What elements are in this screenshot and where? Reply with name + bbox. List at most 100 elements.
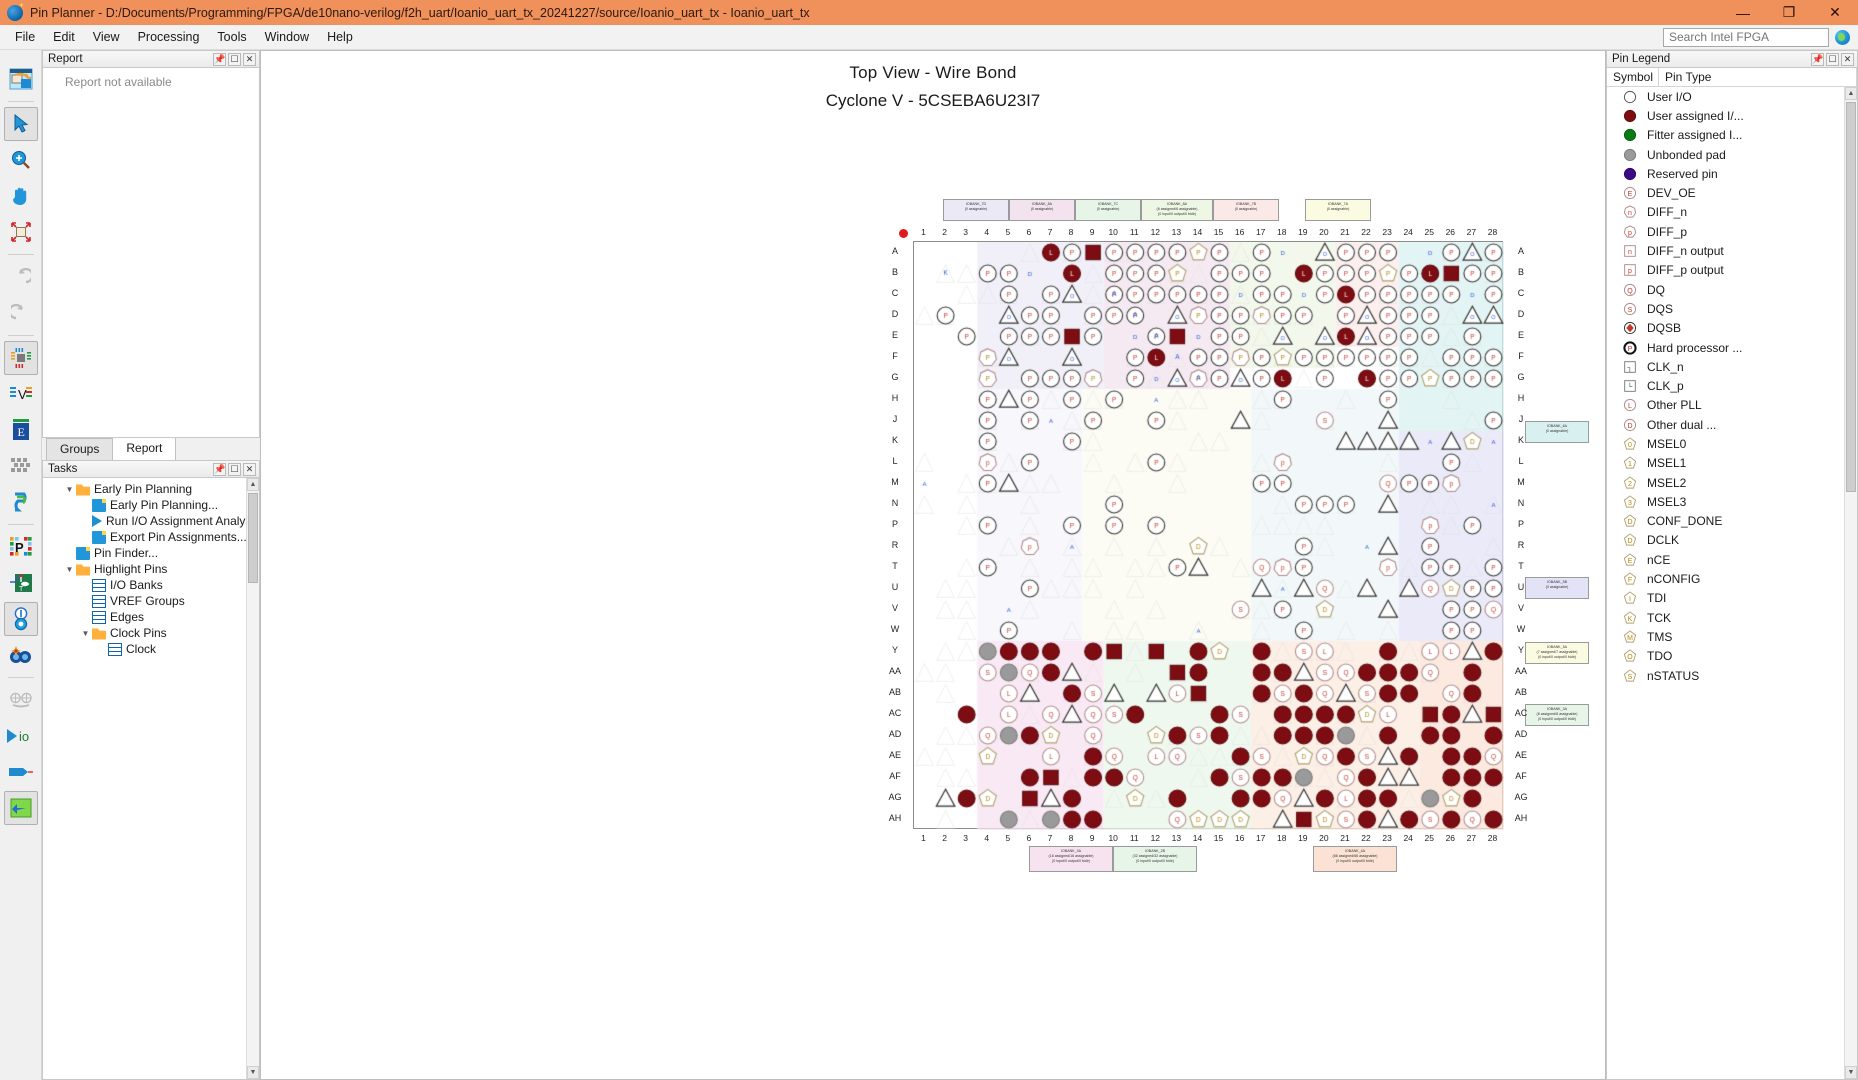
close-button[interactable]: ✕ <box>1829 4 1841 20</box>
legend-row[interactable]: n DIFF_n output <box>1607 241 1857 260</box>
tab-report[interactable]: Report <box>112 437 177 460</box>
maximize-button[interactable]: ❐ <box>1782 4 1796 20</box>
run-io-icon[interactable]: io <box>4 719 38 753</box>
programmer-icon[interactable]: P <box>4 530 38 564</box>
tag-icon[interactable] <box>4 755 38 789</box>
bank-label[interactable]: IOBANK_8A (6 assigned/6 assignable) (0 inp… <box>1141 199 1213 221</box>
find-icon[interactable] <box>4 638 38 672</box>
legend-row[interactable]: 1 MSEL1 <box>1607 454 1857 473</box>
export-icon[interactable] <box>3 791 38 825</box>
pin-grid-canvas[interactable] <box>914 242 1504 830</box>
bank-label[interactable]: IOBANK_3A (16 assigned/16 assignable) (0 i… <box>1029 846 1113 872</box>
io-toggle-icon[interactable] <box>3 602 38 636</box>
zoom-icon[interactable] <box>4 143 38 177</box>
legend-row[interactable]: Q DQ <box>1607 280 1857 299</box>
bank-label[interactable]: IOBANK_8A (0 assignable) <box>1009 199 1075 221</box>
bank-label[interactable]: IOBANK_3A (8 assigned/8 assignable) (0 inp… <box>1525 704 1589 726</box>
close-panel-icon[interactable]: ✕ <box>243 462 256 476</box>
chip-planner-icon[interactable] <box>3 341 38 375</box>
pin-panel-icon[interactable]: 📌 <box>213 52 226 66</box>
fit-in-window-icon[interactable] <box>4 215 38 249</box>
bank-label[interactable]: IOBANK_7D (0 assignable) <box>943 199 1009 221</box>
legend-scrollbar[interactable]: ▲ ▼ <box>1844 87 1857 1079</box>
legend-row[interactable]: Reserved pin <box>1607 164 1857 183</box>
bank-label[interactable]: IOBANK_7B (0 assignable) <box>1213 199 1279 221</box>
globe-icon[interactable] <box>1835 29 1850 45</box>
bank-label[interactable]: IOBANK_5A (7 assigned/7 assignable) (0 inp… <box>1525 642 1589 664</box>
twisty-icon[interactable]: ▼ <box>65 484 74 494</box>
task-item[interactable]: VREF Groups <box>43 593 259 609</box>
twisty-icon[interactable]: ▼ <box>81 628 90 638</box>
legend-row[interactable]: Unbonded pad <box>1607 145 1857 164</box>
legend-row[interactable]: 2 MSEL2 <box>1607 473 1857 492</box>
editor-icon[interactable]: E <box>4 413 38 447</box>
legend-row[interactable]: p DIFF_p output <box>1607 261 1857 280</box>
legend-row[interactable]: User assigned I/... <box>1607 106 1857 125</box>
select-arrow-icon[interactable] <box>3 107 38 141</box>
float-panel-icon[interactable]: ☐ <box>1826 52 1839 66</box>
task-item[interactable]: Export Pin Assignments... <box>43 529 259 545</box>
legend-row[interactable]: DQSB <box>1607 319 1857 338</box>
menu-tools[interactable]: Tools <box>217 30 247 44</box>
menu-processing[interactable]: Processing <box>137 30 200 44</box>
chip-canvas[interactable]: Top View - Wire Bond Cyclone V - 5CSEBA6… <box>260 50 1606 1080</box>
legend-row[interactable]: 3 MSEL3 <box>1607 492 1857 511</box>
bank-label[interactable]: IOBANK_4A (66 assigned/66 assignable) (0 i… <box>1313 846 1397 872</box>
task-item[interactable]: Pin Finder... <box>43 545 259 561</box>
legend-row[interactable]: I TDI <box>1607 589 1857 608</box>
tasks-scrollbar[interactable]: ▲ ▼ <box>246 478 259 1079</box>
pin-panel-icon[interactable]: 📌 <box>213 462 226 476</box>
legend-row[interactable]: E DEV_OE <box>1607 183 1857 202</box>
signal-tap-icon[interactable] <box>4 485 38 519</box>
pan-hand-icon[interactable] <box>4 179 38 213</box>
tab-groups[interactable]: Groups <box>46 438 114 460</box>
pin-panel-icon[interactable]: 📌 <box>1811 52 1824 66</box>
close-panel-icon[interactable]: ✕ <box>1841 52 1854 66</box>
scroll-down-icon[interactable]: ▼ <box>247 1066 259 1079</box>
legend-row[interactable]: P Hard processor ... <box>1607 338 1857 357</box>
search-input[interactable] <box>1663 27 1829 47</box>
close-panel-icon[interactable]: ✕ <box>243 52 256 66</box>
legend-row[interactable]: M TMS <box>1607 627 1857 646</box>
legend-row[interactable]: D CONF_DONE <box>1607 512 1857 531</box>
bank-label[interactable]: IOBANK_5B (0 assignable) <box>1525 577 1589 599</box>
menu-window[interactable]: Window <box>264 30 310 44</box>
legend-row[interactable]: p DIFF_p <box>1607 222 1857 241</box>
netlist-icon[interactable] <box>4 449 38 483</box>
legend-row[interactable]: D DCLK <box>1607 531 1857 550</box>
task-item[interactable]: ▼ Highlight Pins <box>43 561 259 577</box>
task-item[interactable]: ▼ Clock Pins <box>43 625 259 641</box>
legend-row[interactable]: K TCK <box>1607 608 1857 627</box>
scroll-thumb[interactable] <box>1846 102 1856 492</box>
legend-row[interactable]: 0 MSEL0 <box>1607 434 1857 453</box>
vref-icon[interactable]: V <box>4 377 38 411</box>
legend-row[interactable]: User I/O <box>1607 87 1857 106</box>
bank-label[interactable]: IOBANK_7A (0 assignable) <box>1305 199 1371 221</box>
legend-row[interactable]: └ CLK_p <box>1607 376 1857 395</box>
float-panel-icon[interactable]: ☐ <box>228 52 241 66</box>
task-item[interactable]: Edges <box>43 609 259 625</box>
legend-row[interactable]: S DQS <box>1607 299 1857 318</box>
task-item[interactable]: Early Pin Planning... <box>43 497 259 513</box>
menu-file[interactable]: File <box>15 30 36 44</box>
bank-label[interactable]: IOBANK_2B (32 assigned/32 assignable) (0 i… <box>1113 846 1197 872</box>
twisty-icon[interactable]: ▼ <box>65 564 74 574</box>
task-item[interactable]: I/O Banks <box>43 577 259 593</box>
die-grid[interactable] <box>913 241 1504 830</box>
float-panel-icon[interactable]: ☐ <box>228 462 241 476</box>
scroll-thumb[interactable] <box>248 493 258 583</box>
legend-row[interactable]: D Other dual ... <box>1607 415 1857 434</box>
legend-row[interactable]: L Other PLL <box>1607 396 1857 415</box>
menu-view[interactable]: View <box>92 30 120 44</box>
minimize-button[interactable]: — <box>1736 4 1750 21</box>
legend-row[interactable]: n DIFF_n <box>1607 203 1857 222</box>
open-project-icon[interactable] <box>4 62 38 96</box>
legend-row[interactable]: Fitter assigned I... <box>1607 126 1857 145</box>
bank-label[interactable]: IOBANK_6A (0 assignable) <box>1525 421 1589 443</box>
menu-help[interactable]: Help <box>327 30 353 44</box>
scroll-up-icon[interactable]: ▲ <box>1845 87 1857 100</box>
scroll-up-icon[interactable]: ▲ <box>247 478 259 491</box>
